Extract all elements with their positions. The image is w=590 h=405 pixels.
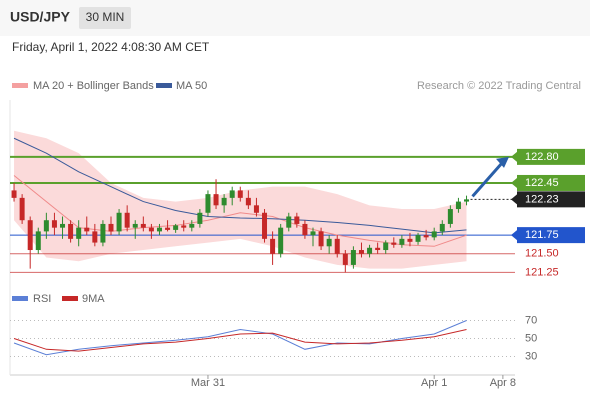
level-label-pointer xyxy=(511,194,517,205)
candle-body xyxy=(439,223,445,232)
legend-swatch xyxy=(62,296,78,301)
candle-body xyxy=(156,227,162,232)
candle-body xyxy=(270,238,276,254)
ma-line xyxy=(13,175,467,247)
candle-body xyxy=(100,223,106,243)
candle-body xyxy=(334,238,340,254)
level-label: 122.45 xyxy=(525,177,559,189)
level-label-pointer xyxy=(511,230,517,241)
candle-body xyxy=(358,250,364,254)
candle-body xyxy=(35,231,41,251)
y-tick-label: 30 xyxy=(525,350,537,362)
x-tick-label: Apr 1 xyxy=(421,377,447,389)
candle-body xyxy=(262,212,268,239)
pair: USD/JPY xyxy=(10,9,71,25)
candle-body xyxy=(148,227,154,232)
level-label-box xyxy=(517,227,585,244)
candle-body xyxy=(455,201,461,210)
candle-body xyxy=(68,223,74,239)
candle-body xyxy=(350,250,356,265)
candle-body xyxy=(278,227,284,254)
candle-body xyxy=(51,220,57,228)
level-label: 121.25 xyxy=(525,266,559,278)
candle-body xyxy=(447,209,453,224)
legend-label: RSI xyxy=(33,293,51,305)
credit: Research © 2022 Trading Central xyxy=(417,80,581,92)
candle-body xyxy=(383,242,389,251)
candle-body xyxy=(391,242,397,245)
candle-body xyxy=(11,190,17,198)
candle-body xyxy=(229,190,235,198)
candle-body xyxy=(60,223,66,228)
candle-body xyxy=(92,231,98,243)
candle-body xyxy=(221,197,227,206)
candle-body xyxy=(431,231,437,238)
date: Friday, April 1, 2022 4:08:30 AM CET xyxy=(12,40,210,54)
candle-body xyxy=(286,216,292,228)
legend-swatch xyxy=(12,296,28,301)
candle-body xyxy=(124,212,130,228)
rsi-line xyxy=(13,320,467,356)
candle-body xyxy=(205,194,211,213)
ma-line xyxy=(13,137,467,234)
candle-body xyxy=(27,220,33,251)
candle-body xyxy=(140,223,146,228)
candle-body xyxy=(197,212,203,224)
candle-body xyxy=(237,190,243,198)
forecast-arrowhead xyxy=(496,156,509,168)
candle-body xyxy=(399,238,405,245)
candle-body xyxy=(310,231,316,236)
candle-body xyxy=(423,235,429,238)
rsi-line xyxy=(13,329,467,352)
candle-body xyxy=(302,223,308,236)
legend-swatch xyxy=(156,83,172,88)
x-tick-label: Mar 31 xyxy=(191,377,225,389)
level-label-pointer xyxy=(511,151,517,162)
level-label: 122.80 xyxy=(525,151,559,163)
candle-body xyxy=(189,223,195,228)
chart-layer: 122.80 122.45 122.23 121.75 121.50 121.25 Mar … xyxy=(10,130,585,389)
candle-body xyxy=(367,247,373,254)
candle-body xyxy=(76,227,82,239)
candle-body xyxy=(108,223,114,232)
candle-body xyxy=(213,194,219,206)
candle-body xyxy=(19,197,25,221)
x-tick-label: Apr 8 xyxy=(490,377,516,389)
level-label-box xyxy=(517,174,585,191)
y-tick-label: 50 xyxy=(525,332,537,344)
candle-body xyxy=(253,205,259,213)
candle-body xyxy=(116,212,122,232)
level-label-box xyxy=(517,191,585,208)
candle-body xyxy=(84,227,90,232)
forecast-arrow xyxy=(471,160,505,198)
legend-label: MA 50 xyxy=(176,80,207,92)
level-label-box xyxy=(517,148,585,165)
interval[interactable]: 30 MIN xyxy=(86,10,125,24)
legend-swatch xyxy=(12,83,28,88)
level-label: 122.23 xyxy=(525,193,559,205)
candle-body xyxy=(245,197,251,206)
candle-body xyxy=(326,238,332,247)
candle-body xyxy=(415,235,421,242)
level-label: 121.75 xyxy=(525,229,559,241)
candle-body xyxy=(407,238,413,242)
interval-button[interactable] xyxy=(79,7,131,29)
candle-body xyxy=(375,247,381,251)
candle-body xyxy=(181,225,187,228)
candle-body xyxy=(318,231,324,247)
candle-body xyxy=(43,220,49,232)
legend-label: 9MA xyxy=(82,293,105,305)
candle-body xyxy=(342,253,348,265)
candle-body xyxy=(173,225,179,230)
candle-body xyxy=(294,216,300,224)
y-tick-label: 70 xyxy=(525,314,537,326)
candle-body xyxy=(165,227,171,230)
level-label-pointer xyxy=(511,177,517,188)
candle-body xyxy=(132,223,138,228)
legend-label: MA 20 + Bollinger Bands xyxy=(33,80,154,92)
candle-body xyxy=(464,199,470,202)
level-label: 121.50 xyxy=(525,248,559,260)
